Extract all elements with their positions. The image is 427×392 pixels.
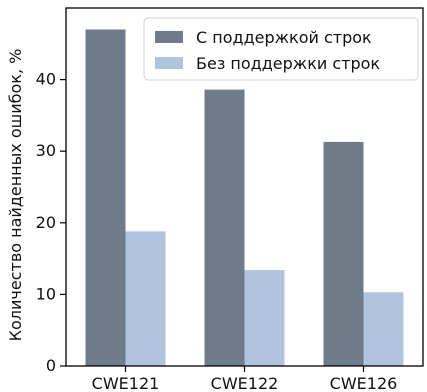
bar-cwe122-series-2: [244, 270, 285, 366]
y-tick-label: 30: [36, 141, 56, 160]
legend-swatch-2: [155, 57, 183, 69]
legend-frame: [143, 17, 419, 81]
plot-area: [65, 7, 424, 367]
x-axis-ticks: CWE121 CWE122 CWE126: [92, 366, 398, 392]
x-tick-label: CWE122: [211, 374, 279, 392]
legend-label-1: С поддержкой строк: [196, 28, 372, 47]
y-axis-ticks: 0 10 20 30 40: [36, 70, 66, 375]
bar-cwe126-series-2: [363, 292, 404, 366]
bar-cwe121-series-1: [85, 29, 126, 366]
y-axis-label: Количество найденных ошибок, %: [6, 49, 25, 342]
bar-cwe121-series-2: [125, 231, 166, 366]
legend: С поддержкой строк Без поддержки строк: [143, 17, 419, 81]
bar-cwe122-series-1: [204, 89, 245, 367]
x-tick-label: CWE126: [330, 374, 398, 392]
y-tick-label: 10: [36, 284, 56, 303]
legend-swatch-1: [155, 31, 183, 43]
y-tick-label: 0: [46, 356, 56, 375]
legend-label-2: Без поддержки строк: [196, 54, 380, 73]
x-tick-label: CWE121: [92, 374, 160, 392]
bar-cwe126-series-1: [323, 141, 364, 366]
y-tick-label: 40: [36, 70, 56, 89]
y-tick-label: 20: [36, 213, 56, 232]
